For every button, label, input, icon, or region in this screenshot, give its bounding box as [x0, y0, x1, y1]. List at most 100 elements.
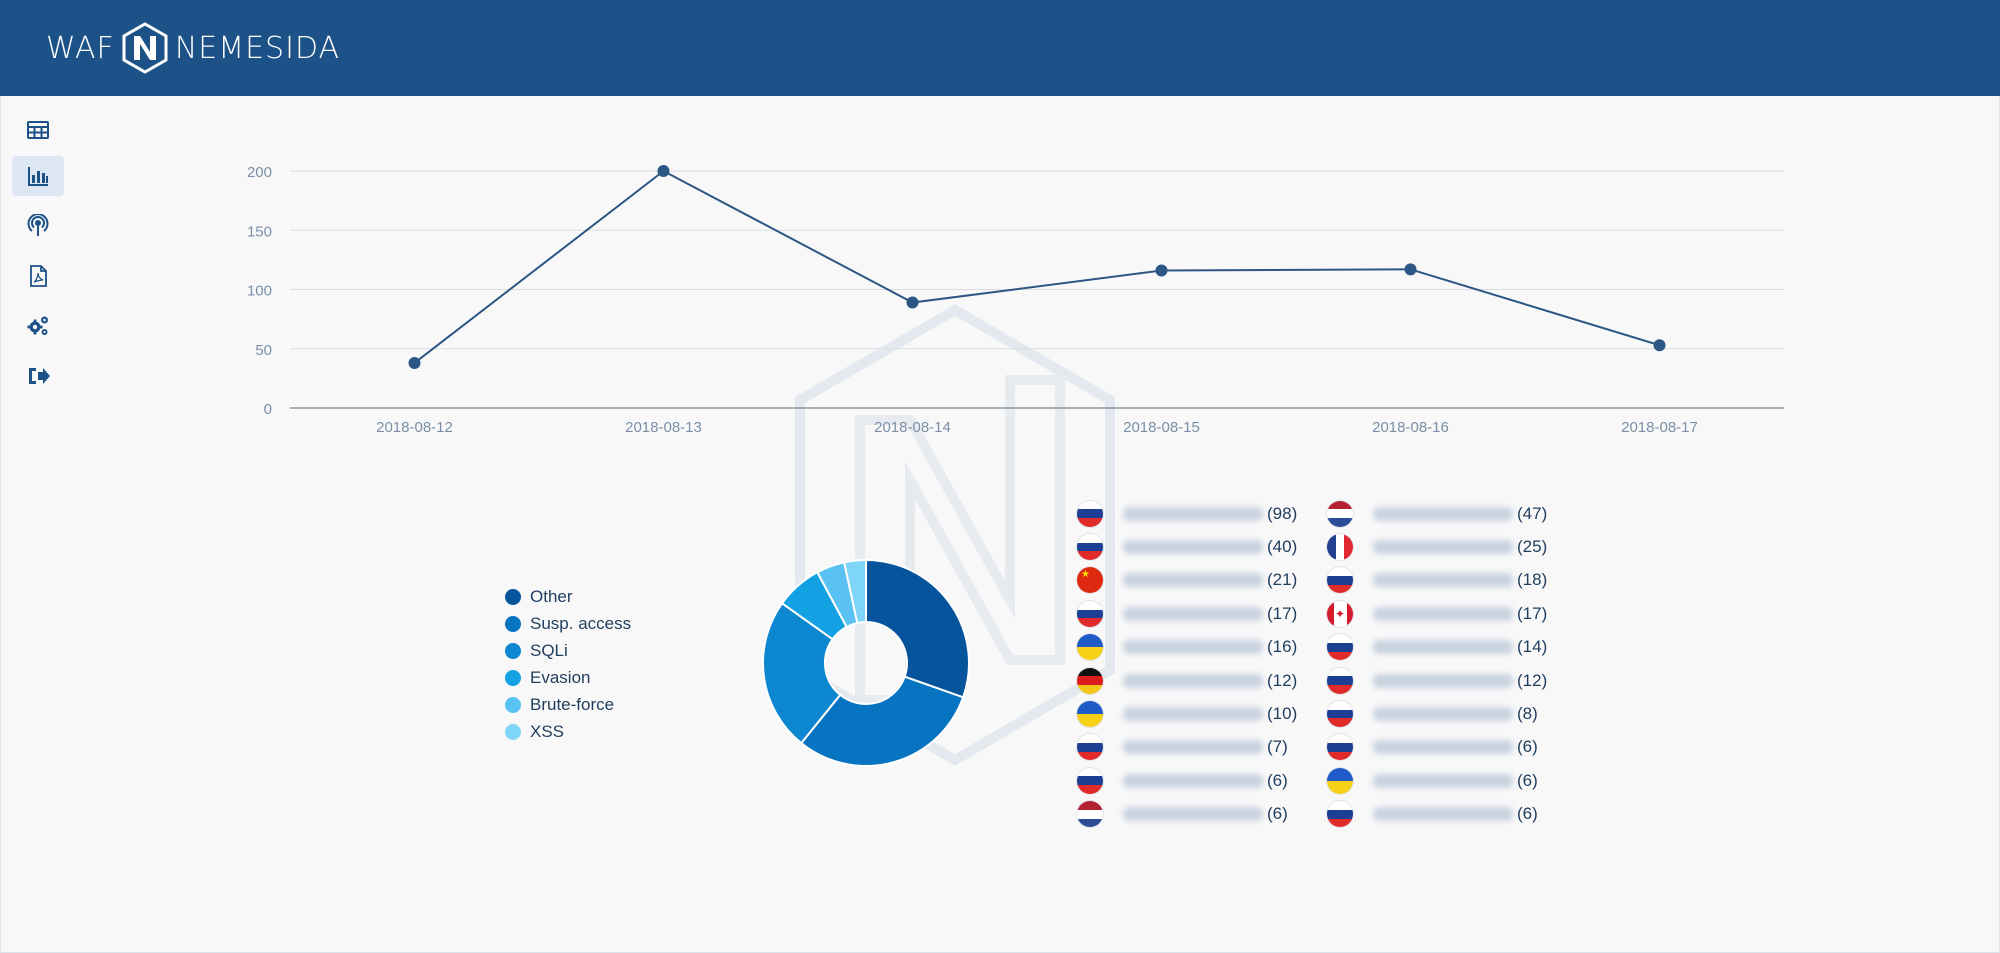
logo[interactable]: WAF NEMESIDA — [46, 22, 340, 74]
country-row[interactable]: (18) — [1327, 564, 1547, 597]
country-row[interactable]: (6) — [1327, 764, 1538, 797]
y-tick-label: 0 — [264, 401, 272, 418]
country-row[interactable]: (16) — [1077, 631, 1297, 664]
donut-slice-sqli[interactable] — [762, 601, 842, 745]
ip-address-redacted — [1123, 640, 1263, 655]
flag-ua-icon — [1327, 767, 1353, 794]
legend-item[interactable]: SQLi — [505, 637, 631, 664]
x-tick-label: 2018-08-12 — [376, 419, 453, 436]
legend-swatch — [505, 642, 521, 659]
series-line — [413, 169, 1660, 364]
ip-address-redacted — [1373, 807, 1513, 822]
data-point[interactable] — [408, 356, 421, 369]
flag-ru-icon — [1327, 634, 1353, 661]
bar-chart-icon — [28, 167, 48, 186]
legend-label: Evasion — [530, 667, 591, 687]
attack-count: (8) — [1517, 704, 1538, 724]
flag-cn-icon: ★ — [1077, 567, 1103, 594]
country-row[interactable]: (7) — [1077, 731, 1288, 764]
ip-address-redacted — [1123, 740, 1263, 755]
legend-label: Brute-force — [530, 694, 615, 714]
country-row[interactable]: (12) — [1077, 664, 1297, 697]
attack-count: (16) — [1267, 637, 1298, 657]
ip-address-redacted — [1373, 740, 1513, 755]
data-point[interactable] — [1404, 263, 1417, 276]
attack-count: (6) — [1517, 770, 1538, 790]
flag-ru-icon — [1077, 767, 1103, 794]
attack-count: (12) — [1267, 670, 1298, 690]
ip-address-redacted — [1373, 606, 1513, 621]
country-row[interactable]: (6) — [1327, 798, 1538, 831]
ip-address-redacted — [1123, 606, 1263, 621]
y-tick-label: 50 — [255, 342, 272, 359]
sidebar-item-broadcast[interactable] — [12, 206, 64, 246]
data-point[interactable] — [657, 165, 670, 177]
sidebar-item-settings[interactable] — [12, 306, 64, 346]
flag-ua-icon — [1077, 701, 1103, 728]
country-row[interactable]: ★ (21) — [1077, 564, 1297, 597]
attack-count: (6) — [1517, 737, 1538, 757]
attack-count: (17) — [1267, 603, 1298, 623]
attack-count: (21) — [1267, 570, 1298, 590]
country-row[interactable]: (8) — [1327, 697, 1538, 730]
sidebar-item-statistics[interactable] — [12, 156, 64, 196]
ip-address-redacted — [1123, 673, 1263, 688]
country-row[interactable]: (17) — [1077, 597, 1297, 630]
country-row[interactable]: (14) — [1327, 631, 1547, 664]
y-tick-label: 150 — [247, 223, 272, 240]
sidebar-item-table[interactable] — [12, 110, 64, 150]
flag-de-icon — [1077, 667, 1103, 694]
country-row[interactable]: (10) — [1077, 697, 1297, 730]
attack-count: (18) — [1517, 570, 1548, 590]
y-tick-label: 200 — [247, 164, 272, 181]
country-row[interactable]: (12) — [1327, 664, 1547, 697]
country-row[interactable]: (6) — [1077, 798, 1288, 831]
legend-item[interactable]: Brute-force — [505, 691, 631, 718]
flag-ru-icon — [1327, 667, 1353, 694]
legend-swatch — [505, 588, 521, 605]
ip-address-redacted — [1123, 540, 1263, 555]
legend-item[interactable]: Susp. access — [505, 610, 631, 637]
legend-label: SQLi — [530, 640, 568, 660]
donut-slice-susp-access[interactable] — [799, 675, 965, 767]
country-row[interactable]: (98) — [1077, 497, 1297, 530]
podcast-icon — [27, 214, 49, 236]
data-point[interactable] — [906, 296, 919, 309]
flag-nl-icon — [1327, 500, 1353, 527]
country-row[interactable]: (40) — [1077, 530, 1297, 563]
country-row[interactable]: (6) — [1327, 731, 1538, 764]
sign-out-icon — [29, 368, 50, 384]
country-row[interactable]: (47) — [1327, 497, 1547, 530]
ip-address-redacted — [1123, 506, 1263, 521]
ip-address-redacted — [1373, 506, 1513, 521]
legend-item[interactable]: Evasion — [505, 664, 631, 691]
attack-count: (12) — [1517, 670, 1548, 690]
country-row[interactable]: (6) — [1077, 764, 1288, 797]
donut-legend: Other Susp. access SQLi Evasion Brute-fo… — [505, 583, 631, 745]
legend-item[interactable]: Other — [505, 583, 631, 610]
sidebar-item-reports[interactable] — [12, 256, 64, 296]
gears-icon — [27, 316, 48, 335]
ip-address-redacted — [1123, 773, 1263, 788]
flag-nl-icon — [1077, 801, 1103, 828]
data-point[interactable] — [1653, 339, 1666, 352]
data-point[interactable] — [1155, 264, 1168, 277]
flag-fr-icon — [1327, 534, 1353, 561]
sidebar-item-logout[interactable] — [12, 356, 64, 396]
x-tick-label: 2018-08-17 — [1621, 419, 1698, 436]
country-row[interactable]: ✦ (17) — [1327, 597, 1547, 630]
flag-ru-icon — [1327, 701, 1353, 728]
legend-swatch — [505, 723, 521, 740]
flag-ru-icon — [1327, 801, 1353, 828]
flag-ua-icon — [1077, 634, 1103, 661]
legend-swatch — [505, 669, 521, 686]
donut-slice-xss[interactable] — [842, 558, 867, 625]
nemesida-logo-icon — [122, 22, 168, 74]
legend-label: Susp. access — [530, 613, 632, 633]
country-row[interactable]: (25) — [1327, 530, 1547, 563]
donut-slice-other[interactable] — [865, 558, 970, 699]
legend-item[interactable]: XSS — [505, 718, 631, 745]
flag-ru-icon — [1077, 600, 1103, 627]
watermark-logo-icon — [795, 304, 1115, 766]
